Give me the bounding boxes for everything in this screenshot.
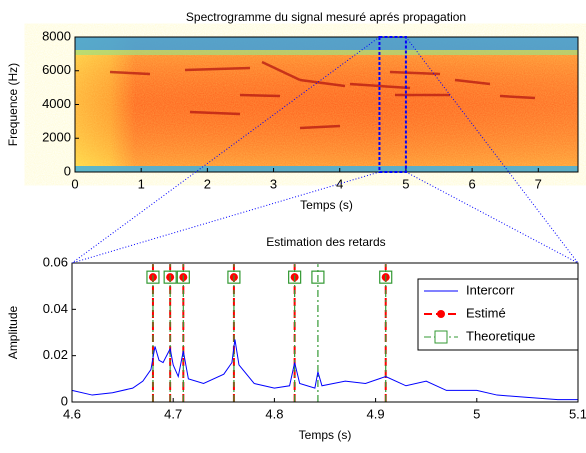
spectrogram-streak xyxy=(499,94,536,100)
x-tick-label: 1 xyxy=(138,176,145,191)
legend-label: Theoretique xyxy=(466,328,535,343)
x-tick-label: 3 xyxy=(270,176,277,191)
spectrogram-streak xyxy=(349,82,411,90)
x-tick-label: 4 xyxy=(336,176,343,191)
spectrogram-streak xyxy=(189,110,241,116)
spectrogram-streak xyxy=(184,66,251,72)
delay-marker xyxy=(176,270,190,284)
delay-marker xyxy=(288,270,302,284)
x-tick-label: 4.6 xyxy=(63,406,81,421)
delay-marker xyxy=(311,270,325,284)
spectrogram-streak xyxy=(261,60,301,82)
plot-content xyxy=(146,264,393,402)
x-tick-label: 5 xyxy=(473,406,480,421)
y-tick-label: 0.06 xyxy=(43,254,68,269)
x-tick-label: 0 xyxy=(71,176,78,191)
y-tick-label: 2000 xyxy=(42,130,71,145)
zoom-connector xyxy=(71,171,380,264)
spectrogram-streak xyxy=(109,70,151,76)
x-axis-label: Temps (s) xyxy=(300,198,353,212)
spectrogram-band-top2 xyxy=(75,50,578,55)
spectrogram-streak xyxy=(389,70,441,76)
chart-title: Spectrogramme du signal mesuré aprés pro… xyxy=(186,10,466,24)
spectrogram-noise xyxy=(75,37,578,172)
y-tick-label: 0 xyxy=(61,393,68,408)
delay-marker xyxy=(379,270,393,284)
spectrogram-streak xyxy=(299,78,346,88)
delay-marker xyxy=(146,270,160,284)
x-tick-label: 5.1 xyxy=(569,406,586,421)
spectrogram-streak xyxy=(299,124,341,130)
x-axis-label: Temps (s) xyxy=(299,428,352,442)
delay-marker xyxy=(163,270,177,284)
x-tick-label: 2 xyxy=(204,176,211,191)
delay-marker xyxy=(227,270,241,284)
y-tick-label: 0.04 xyxy=(43,301,68,316)
legend-marker xyxy=(437,310,445,318)
series-line xyxy=(71,339,578,401)
spectrogram-band-top xyxy=(75,37,578,50)
y-axis-label: Frequence (Hz) xyxy=(6,63,20,146)
x-tick-label: 6 xyxy=(468,176,475,191)
y-tick-label: 0 xyxy=(64,163,71,178)
y-tick-label: 6000 xyxy=(42,62,71,77)
legend-label: Intercorr xyxy=(466,282,515,297)
y-axis-label: Amplitude xyxy=(6,306,20,360)
zoom-box xyxy=(378,36,407,173)
y-tick-label: 4000 xyxy=(42,96,71,111)
spectrogram-streak xyxy=(454,78,491,86)
x-tick-label: 4.9 xyxy=(367,406,385,421)
x-tick-label: 4.8 xyxy=(265,406,283,421)
zoom-connector xyxy=(71,36,380,264)
legend-label: Estimé xyxy=(466,305,506,320)
axes-frame xyxy=(74,36,579,173)
x-tick-label: 7 xyxy=(535,176,542,191)
y-tick-label: 8000 xyxy=(42,28,71,43)
y-tick-label: 0.02 xyxy=(43,347,68,362)
x-tick-label: 4.7 xyxy=(164,406,182,421)
spectrogram-streak xyxy=(239,93,281,98)
spectrogram-band-bottom xyxy=(75,166,578,172)
x-tick-label: 5 xyxy=(402,176,409,191)
spectrogram-image xyxy=(75,37,578,172)
chart-title: Estimation des retards xyxy=(266,235,385,249)
zoom-connector xyxy=(405,171,579,264)
legend-marker xyxy=(434,330,448,344)
